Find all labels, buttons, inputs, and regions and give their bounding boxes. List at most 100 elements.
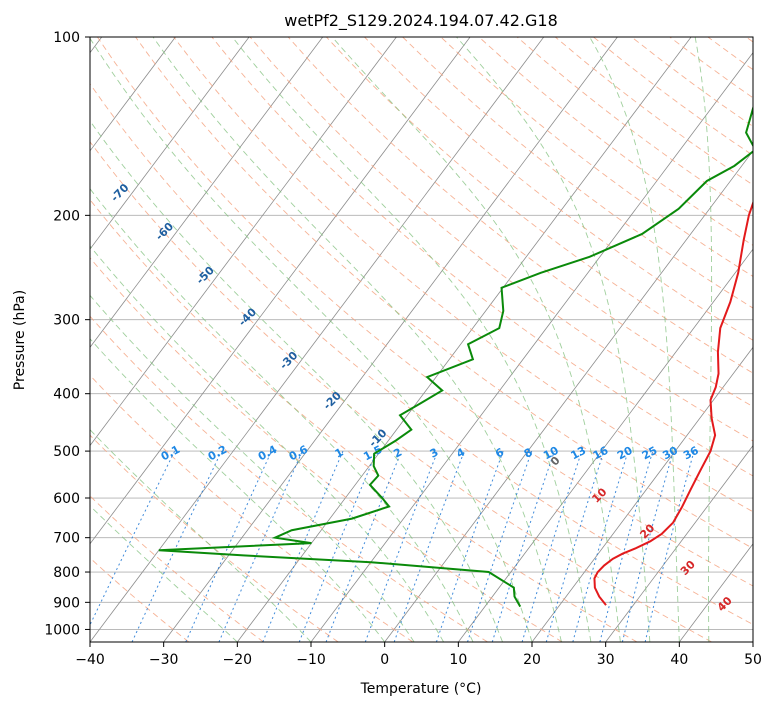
- mixing-ratio-label: 0.4: [256, 443, 280, 464]
- y-tick-label: 400: [53, 387, 80, 403]
- dry-adiabat-line: [90, 141, 712, 642]
- x-tick-label: −20: [223, 652, 253, 668]
- y-tick-label: 200: [53, 208, 80, 224]
- isotherm-line: [90, 37, 545, 642]
- moist-adiabat-label: 30: [678, 558, 698, 578]
- mixing-ratio-line: [131, 450, 223, 642]
- dry-adiabat-line: [326, 37, 753, 374]
- mixing-ratio-label: 0.2: [206, 443, 229, 464]
- dry-adiabat-line: [90, 199, 638, 642]
- moist-adiabat-line: [90, 37, 533, 642]
- moist-adiabat-line: [90, 245, 444, 642]
- isotherm-line: [90, 37, 324, 348]
- moist-adiabat-line: [694, 37, 713, 642]
- dry-adiabat-line: [90, 83, 753, 625]
- x-tick-label: 20: [523, 652, 541, 668]
- mixing-ratio-line: [262, 450, 344, 642]
- mixing-ratio-label: 30: [660, 444, 680, 463]
- mixing-ratio-label: 6: [493, 445, 506, 460]
- x-tick-label: −10: [296, 652, 326, 668]
- mixing-ratio-line: [621, 450, 674, 642]
- isotherm-line: [679, 543, 753, 642]
- isotherm-line: [163, 37, 618, 642]
- isotherm-line: [90, 37, 397, 447]
- y-tick-label: 600: [53, 491, 80, 507]
- dry-adiabat-line: [173, 37, 753, 513]
- mixing-ratio-label: 0.6: [287, 443, 311, 464]
- dry-adiabat-line: [745, 37, 753, 43]
- mixing-ratio-line: [298, 450, 378, 642]
- dry-adiabat-label: -70: [108, 181, 131, 204]
- mixing-ratio-line: [325, 450, 402, 642]
- mixing-ratio-label: 2: [391, 446, 404, 461]
- mixing-ratio-line: [218, 450, 303, 642]
- moist-adiabat-line: [90, 294, 415, 642]
- mixing-ratio-line: [572, 450, 629, 642]
- axes: −40 −30 −20 −10 0 10 20 30 40 5010020030040050060…: [44, 30, 762, 668]
- moist-adiabat-line: [90, 120, 503, 642]
- plot-frame: [89, 36, 754, 643]
- moist-adiabat-line: [152, 37, 562, 642]
- dry-adiabat-line: [440, 37, 753, 277]
- mixing-ratio-label: 3: [428, 446, 441, 461]
- moist-adiabat-line: [90, 188, 474, 642]
- moist-adiabat-line: [331, 37, 621, 642]
- mixing-ratio-label: 20: [615, 444, 635, 463]
- mixing-ratio-line: [435, 450, 504, 642]
- x-tick-label: 40: [670, 652, 688, 668]
- mixing-ratio-label: 25: [640, 444, 660, 463]
- isotherm-line: [237, 37, 692, 642]
- isotherm-line: [458, 248, 753, 642]
- isotherm-line: [90, 37, 471, 545]
- dry-adiabat-line: [97, 37, 753, 587]
- y-tick-label: 100: [53, 30, 80, 46]
- dry-adiabat-line: [554, 37, 753, 186]
- mixing-ratio-label: 8: [522, 446, 535, 461]
- y-axis-title: Pressure (hPa): [12, 290, 28, 390]
- mixing-ratio-label: 36: [681, 444, 701, 463]
- y-tick-label: 300: [53, 313, 80, 329]
- x-tick-label: −40: [75, 652, 105, 668]
- moist-adiabat-line: [589, 37, 680, 642]
- moist-adiabat-label: 40: [715, 594, 735, 614]
- y-tick-label: 1000: [44, 622, 80, 638]
- dry-adiabat-label: -50: [194, 264, 217, 287]
- dry-adiabat-line: [211, 37, 753, 477]
- dry-adiabat-line: [90, 315, 488, 642]
- dry-adiabat-line: [90, 374, 414, 642]
- mixing-ratio-line: [521, 450, 583, 642]
- dry-adiabat-label: -60: [153, 220, 176, 243]
- moist-adiabat-line: [90, 429, 312, 642]
- isotherm-line: [90, 37, 176, 152]
- moist-adiabat-line: [231, 37, 592, 642]
- mixing-ratio-line: [644, 450, 695, 642]
- x-tick-label: 10: [449, 652, 467, 668]
- dry-adiabat-label: -90: [15, 109, 38, 132]
- mixing-ratio-label: 13: [569, 444, 589, 463]
- y-tick-label: 900: [53, 595, 80, 611]
- dry-adiabat-line: [135, 37, 753, 549]
- dry-adiabat-line: [364, 37, 753, 341]
- dry-adiabat-line: [249, 37, 753, 442]
- mixing-ratio-line: [364, 450, 439, 642]
- dry-adiabat-line: [90, 257, 563, 642]
- mixing-ratio-label: 4: [454, 445, 467, 460]
- isotherm-line: [752, 641, 753, 642]
- dry-adiabat-label: -20: [321, 389, 344, 412]
- x-tick-label: 0: [380, 652, 389, 668]
- dry-adiabat-line: [707, 37, 753, 71]
- y-tick-label: 500: [53, 444, 80, 460]
- isotherm-line: [531, 346, 753, 642]
- mixing-ratio-line: [393, 450, 465, 642]
- mixing-ratio-label: 16: [591, 444, 611, 463]
- mixing-ratio-label: 10: [541, 444, 561, 463]
- moist-adiabat-line: [90, 505, 238, 642]
- y-tick-label: 800: [53, 565, 80, 581]
- isotherm-line: [384, 150, 753, 642]
- dry-adiabat-label: -30: [277, 349, 300, 372]
- chart-title: wetPf2_S129.2024.194.07.42.G18: [284, 11, 558, 31]
- mixing-ratio-line: [545, 450, 605, 642]
- y-tick-label: 700: [53, 531, 80, 547]
- mixing-ratio-line: [599, 450, 654, 642]
